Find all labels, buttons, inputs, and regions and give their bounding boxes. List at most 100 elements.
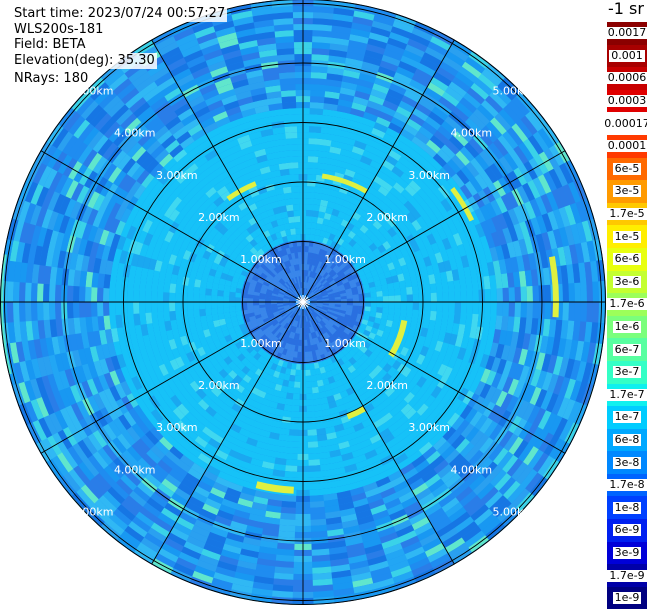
field-cell (290, 174, 299, 181)
field-cell (187, 309, 194, 318)
field-cell (419, 302, 425, 311)
field-cell (467, 290, 473, 302)
colorbar-tick-label: 0.0003 (606, 95, 647, 107)
colorbar-swatch: 6e-6 (607, 248, 647, 271)
field-cell (279, 519, 295, 526)
colorbar-swatch: 3e-8 (607, 451, 647, 474)
field-cell (286, 138, 298, 145)
field-cell (311, 66, 328, 73)
field-cell (288, 435, 298, 442)
field-cell (508, 287, 515, 302)
field-cell (358, 293, 364, 298)
colorbar-swatch: 1.7e-5 (607, 203, 647, 226)
colorbar-swatch: 1e-7 (607, 406, 647, 429)
range-ring-label: 3.00km (408, 421, 450, 434)
field-cell (313, 199, 321, 206)
field-cell (449, 302, 455, 313)
field-cell (289, 222, 295, 229)
field-cell (306, 210, 313, 216)
field-cell (305, 376, 311, 382)
field-cell (526, 302, 533, 319)
field-cell (287, 150, 298, 157)
field-cell (7, 281, 14, 302)
field-cell (139, 290, 145, 302)
field-cell (311, 72, 328, 79)
field-cell (371, 302, 377, 307)
field-cell (310, 501, 325, 508)
field-cell (31, 282, 38, 302)
field-cell (496, 302, 503, 316)
field-cell (544, 302, 551, 320)
field-cell (431, 293, 437, 303)
field-cell (281, 90, 296, 97)
field-cell (448, 281, 455, 292)
field-cell (401, 295, 407, 302)
field-cell (187, 294, 193, 302)
field-cell (315, 416, 324, 423)
field-cell (200, 315, 207, 323)
colorbar-tick-label: 1e-6 (613, 321, 642, 333)
field-cell (364, 293, 370, 298)
field-cell (259, 299, 265, 302)
colorbar-swatch: 3e-5 (607, 180, 647, 203)
field-cell (157, 311, 164, 322)
field-cell (359, 298, 365, 302)
field-cell (235, 297, 241, 302)
field-cell (181, 310, 188, 319)
field-cell (308, 453, 320, 460)
colorbar-swatch: 3e-6 (607, 271, 647, 294)
field-cell (291, 186, 300, 193)
field-cell (353, 298, 359, 302)
field-cell (454, 280, 461, 292)
field-cell (292, 198, 300, 204)
field-cell (285, 199, 293, 206)
field-cell (370, 292, 376, 298)
field-cell (287, 441, 298, 448)
colorbar-tick-label: 3e-9 (613, 547, 642, 559)
colorbar-tick-label: 0.0001 (606, 140, 647, 152)
field-cell (287, 210, 294, 217)
field-cell (199, 302, 205, 309)
field-cell (115, 289, 121, 302)
field-cell (425, 302, 431, 311)
field-cell (293, 388, 300, 394)
colorbar-tick-label: 0.001 (609, 50, 645, 62)
colorbar-tick-label: 3e-5 (613, 185, 642, 197)
field-cell (306, 222, 312, 228)
field-cell (139, 279, 146, 291)
field-cell (453, 313, 460, 325)
field-cell (424, 284, 431, 294)
field-cell (520, 286, 527, 302)
field-cell (175, 293, 181, 302)
field-cell (562, 283, 569, 302)
range-ring-label: 5.00km (493, 85, 535, 98)
field-cell (285, 132, 297, 139)
field-cell (307, 186, 316, 193)
field-cell (292, 399, 300, 405)
field-cell (296, 358, 301, 364)
field-cell (281, 175, 291, 182)
field-cell (169, 283, 176, 293)
field-cell (311, 78, 327, 85)
field-cell (313, 205, 321, 212)
field-cell (306, 388, 313, 394)
field-cell (307, 429, 317, 436)
field-cell (211, 289, 218, 296)
field-cell (247, 298, 253, 302)
field-cell (280, 78, 296, 85)
field-cell (418, 310, 425, 319)
field-cell (580, 302, 587, 322)
field-cell (407, 294, 413, 302)
field-cell (449, 291, 455, 302)
field-cell (285, 398, 293, 405)
field-cell (431, 302, 437, 312)
field-cell (400, 288, 407, 296)
field-cell (145, 302, 151, 313)
field-cell (151, 291, 157, 302)
range-ring-label: 5.00km (72, 505, 114, 518)
field-cell (312, 211, 319, 218)
field-cell (19, 282, 26, 302)
field-cell (103, 288, 110, 302)
field-cell (485, 302, 491, 315)
